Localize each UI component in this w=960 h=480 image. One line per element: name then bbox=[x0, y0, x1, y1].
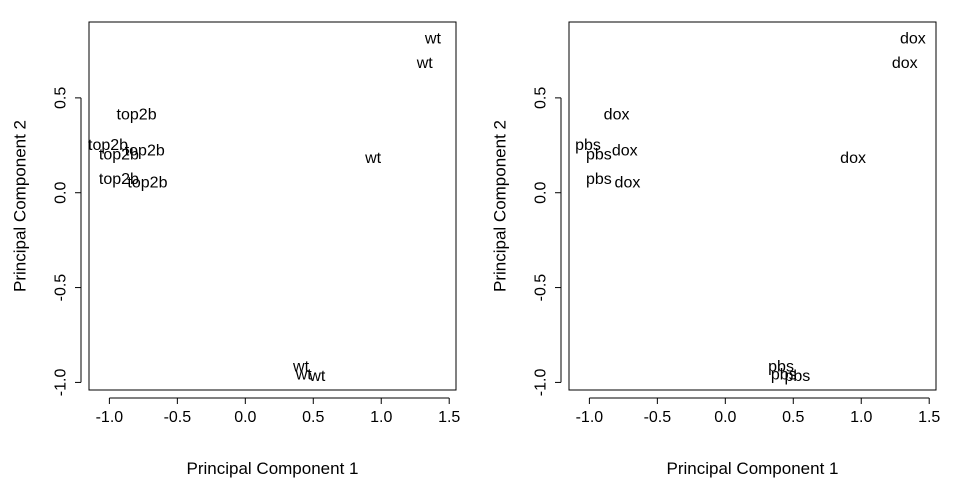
x-axis-title: Principal Component 1 bbox=[187, 459, 359, 478]
data-point-label: wt bbox=[424, 31, 442, 48]
data-point-label: wt bbox=[308, 368, 326, 385]
x-tick-label: -1.0 bbox=[576, 409, 604, 426]
plot-frame bbox=[88, 21, 457, 391]
y-axis: -1.0 -0.5 0.0 0.5 Principal Component 2 bbox=[11, 87, 82, 397]
x-axis-title: Principal Component 1 bbox=[667, 459, 839, 478]
y-tick-label: -0.5 bbox=[53, 274, 70, 302]
x-tick-label: -1.0 bbox=[96, 409, 124, 426]
data-point-label: pbs bbox=[784, 368, 810, 385]
data-point-label: dox bbox=[900, 31, 926, 48]
data-point-label: dox bbox=[840, 150, 866, 167]
x-tick-label: 1.0 bbox=[370, 409, 392, 426]
y-axis-title: Principal Component 2 bbox=[11, 120, 30, 292]
pca-plot-right: -1.0 -0.5 0.0 0.5 1.0 1.5 Principal Component … bbox=[491, 21, 940, 478]
y-axis-title: Principal Component 2 bbox=[491, 120, 510, 292]
data-points: wtwtwttop2btop2btop2btop2btop2btop2bwtwt… bbox=[88, 31, 441, 386]
data-point-label: top2b bbox=[117, 106, 157, 123]
data-point-label: wt bbox=[364, 150, 382, 167]
x-tick-label: 0.5 bbox=[782, 409, 804, 426]
data-point-label: top2b bbox=[127, 175, 167, 192]
data-point-label: top2b bbox=[99, 146, 139, 163]
x-axis: -1.0 -0.5 0.0 0.5 1.0 1.5 Principal Component … bbox=[576, 397, 940, 478]
data-point-label: top2b bbox=[88, 137, 128, 154]
y-tick-label: 0.5 bbox=[533, 87, 550, 109]
x-tick-label: 1.0 bbox=[850, 409, 872, 426]
y-tick-label: -1.0 bbox=[53, 369, 70, 397]
data-point-label: pbs bbox=[768, 359, 794, 376]
x-axis: -1.0 -0.5 0.0 0.5 1.0 1.5 Principal Component … bbox=[96, 397, 460, 478]
data-point-label: dox bbox=[604, 106, 630, 123]
y-tick-label: 0.0 bbox=[53, 182, 70, 204]
x-tick-label: -0.5 bbox=[164, 409, 192, 426]
x-tick-label: 1.5 bbox=[438, 409, 460, 426]
y-tick-label: 0.5 bbox=[53, 87, 70, 109]
y-tick-label: -1.0 bbox=[533, 369, 550, 397]
x-tick-label: 1.5 bbox=[918, 409, 940, 426]
plot-frame bbox=[568, 21, 937, 391]
y-axis: -1.0 -0.5 0.0 0.5 Principal Component 2 bbox=[491, 87, 562, 397]
x-tick-label: 0.5 bbox=[302, 409, 324, 426]
data-point-label: pbs bbox=[586, 171, 612, 188]
x-tick-label: 0.0 bbox=[714, 409, 736, 426]
data-point-label: dox bbox=[615, 175, 641, 192]
data-point-label: wt bbox=[295, 366, 313, 383]
pca-plot-left: -1.0 -0.5 0.0 0.5 1.0 1.5 Principal Component … bbox=[11, 21, 460, 478]
data-point-label: pbs bbox=[771, 366, 797, 383]
data-point-label: pbs bbox=[575, 137, 601, 154]
data-point-label: dox bbox=[892, 55, 918, 72]
data-point-label: dox bbox=[612, 142, 638, 159]
data-point-label: top2b bbox=[125, 142, 165, 159]
data-point-label: wt bbox=[292, 359, 310, 376]
x-tick-label: 0.0 bbox=[234, 409, 256, 426]
data-point-label: top2b bbox=[99, 171, 139, 188]
data-point-label: wt bbox=[416, 55, 434, 72]
x-tick-label: -0.5 bbox=[644, 409, 672, 426]
y-tick-label: -0.5 bbox=[533, 274, 550, 302]
data-point-label: pbs bbox=[586, 146, 612, 163]
y-tick-label: 0.0 bbox=[533, 182, 550, 204]
